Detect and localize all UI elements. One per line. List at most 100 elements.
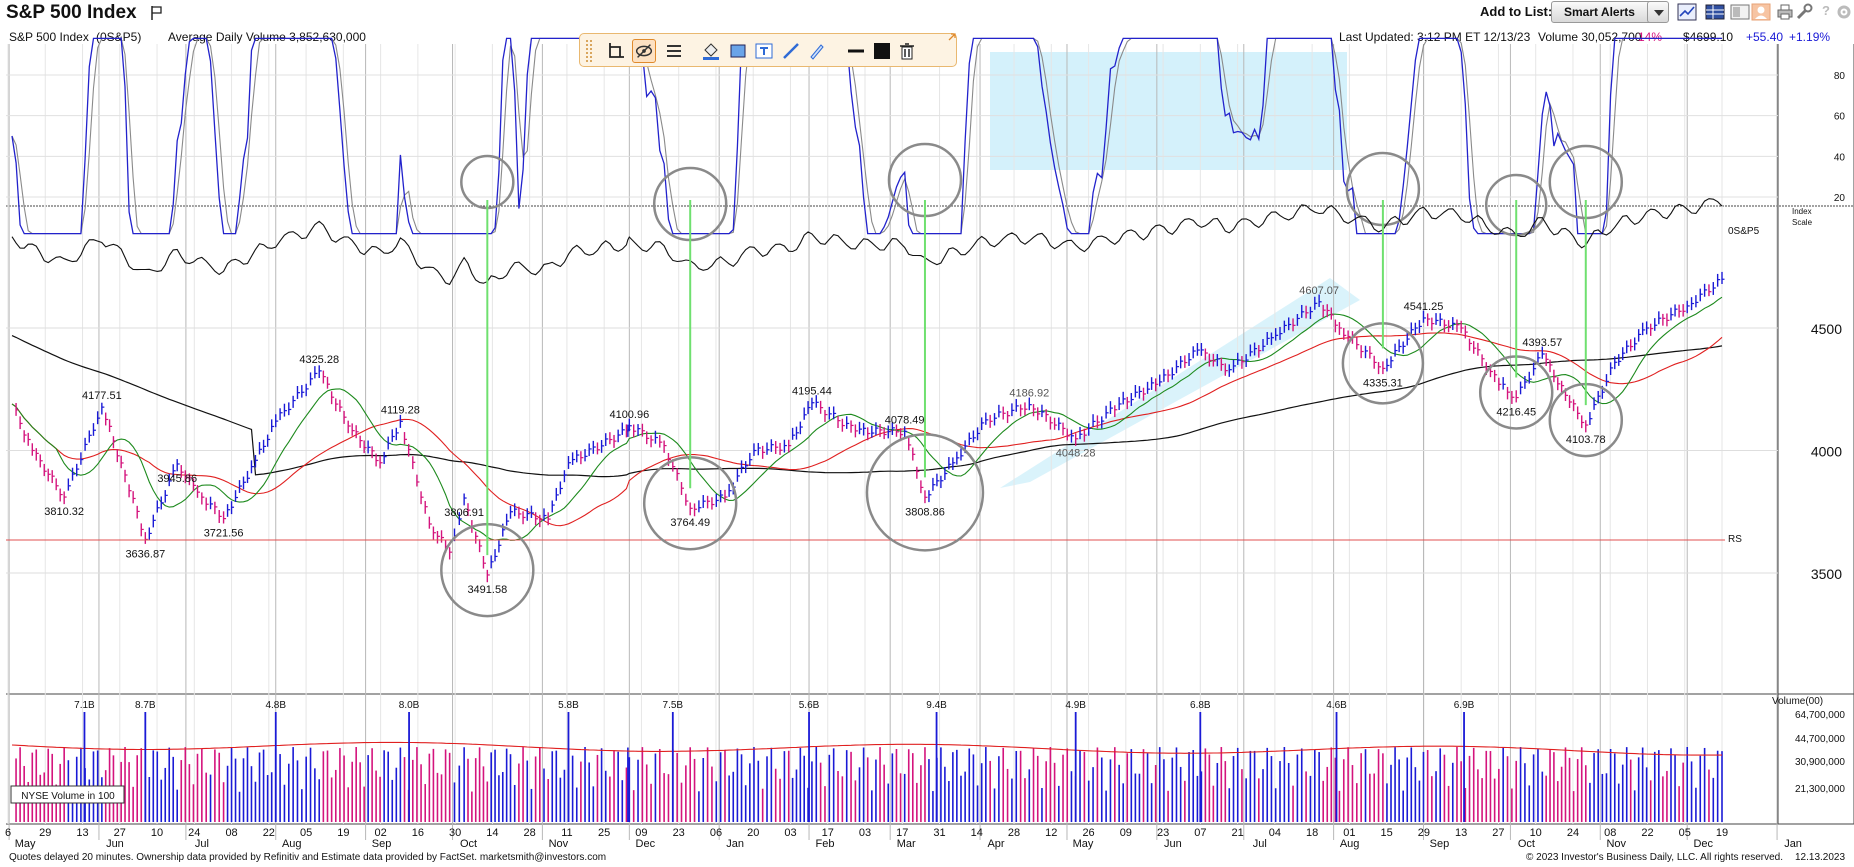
symbol-label: S&P 500 Index — [9, 30, 89, 44]
last-updated-label: Last Updated: 3:12 PM ET 12/13/23 — [1339, 30, 1531, 44]
line-icon[interactable] — [779, 39, 803, 63]
list-select[interactable]: Smart Alerts — [1551, 1, 1668, 23]
layout-icon[interactable] — [1730, 3, 1750, 21]
line-weight-icon[interactable] — [844, 39, 868, 63]
x-tick-label: 02 — [374, 827, 386, 839]
month-label: Sep — [372, 838, 392, 850]
volume-tick-label: 44,700,000 — [1795, 734, 1845, 745]
price-annotation: 3721.56 — [204, 528, 244, 540]
x-tick-label: 27 — [1492, 827, 1504, 839]
x-tick-label: 09 — [635, 827, 647, 839]
title-bar: S&P 500 Index Add to List: Smart Alerts … — [0, 0, 1854, 28]
volume-peak-label: 4.8B — [265, 700, 286, 711]
price-annotation: 4103.78 — [1566, 434, 1606, 446]
month-label: Feb — [816, 838, 835, 850]
price-annotation: 4541.25 — [1404, 301, 1444, 313]
volume-peak-label: 6.8B — [1190, 700, 1211, 711]
ticker-label: (0S&P5) — [96, 30, 142, 44]
x-tick-label: 12 — [1045, 827, 1057, 839]
price-annotation: 4393.57 — [1522, 337, 1562, 349]
price-annotation: 4325.28 — [299, 354, 339, 366]
price-annotation: 4186.92 — [1009, 388, 1049, 400]
price-tick-label: 4000 — [1811, 444, 1842, 460]
hide-eye-icon[interactable] — [632, 39, 656, 63]
flag-icon[interactable] — [150, 5, 164, 21]
line-chart-icon[interactable] — [1677, 3, 1697, 21]
trend-channel — [1000, 278, 1360, 488]
x-tick-label: 22 — [1641, 827, 1653, 839]
rs-label: RS — [1728, 534, 1742, 545]
volume-legend-box — [10, 785, 125, 804]
stoch-tick-label: 60 — [1834, 112, 1846, 123]
month-label: Jun — [106, 838, 124, 850]
x-tick-label: 10 — [1530, 827, 1542, 839]
crosshair-icon[interactable] — [604, 39, 628, 63]
price-annotation: 4100.96 — [609, 409, 649, 421]
x-tick-label: 28 — [524, 827, 536, 839]
table-icon[interactable] — [1705, 3, 1725, 21]
settings-icon[interactable] — [1834, 3, 1854, 21]
x-tick-label: 07 — [1194, 827, 1206, 839]
rectangle-icon[interactable] — [726, 39, 750, 63]
x-tick-label: 24 — [1567, 827, 1579, 839]
x-tick-label: 17 — [896, 827, 908, 839]
volume-peak-label: 9.4B — [926, 700, 947, 711]
fill-icon[interactable] — [699, 39, 723, 63]
month-label: Jun — [1164, 838, 1182, 850]
x-tick-label: 23 — [673, 827, 685, 839]
price-annotation: 4195.44 — [792, 386, 832, 398]
month-label: Nov — [549, 838, 569, 850]
volume-peak-label: 7.5B — [663, 700, 684, 711]
x-tick-label: 27 — [114, 827, 126, 839]
volume-peak-label: 5.8B — [558, 700, 579, 711]
month-label: May — [15, 838, 36, 850]
highlight-region — [990, 52, 1347, 170]
help-icon[interactable]: ? — [1822, 3, 1830, 18]
price-annotation: 3945.86 — [157, 473, 197, 485]
x-tick-label: 28 — [1008, 827, 1020, 839]
x-tick-label: 11 — [561, 827, 572, 839]
collapse-icon[interactable] — [947, 32, 957, 42]
x-tick-label: 18 — [1306, 827, 1318, 839]
text-icon[interactable] — [752, 39, 776, 63]
list-icon[interactable] — [662, 39, 686, 63]
stoch-tick-label: 40 — [1834, 152, 1846, 163]
price-annotation: 4177.51 — [82, 390, 122, 402]
print-icon[interactable] — [1775, 3, 1795, 21]
month-label: Jul — [1253, 838, 1267, 850]
x-tick-label: 29 — [39, 827, 51, 839]
x-tick-label: 23 — [1157, 827, 1169, 839]
stoch-tick-label: 20 — [1834, 193, 1846, 204]
volume-peak-label: 4.9B — [1065, 700, 1086, 711]
x-tick-label: 16 — [412, 827, 424, 839]
price-annotation: 3764.49 — [670, 517, 710, 529]
x-tick-label: 03 — [859, 827, 871, 839]
change-label: +55.40 — [1746, 30, 1784, 44]
price-annotation: 3636.87 — [125, 548, 165, 560]
chevron-down-icon[interactable] — [1647, 1, 1669, 23]
month-label: Mar — [897, 838, 916, 850]
month-label: Sep — [1430, 838, 1450, 850]
pen-icon[interactable] — [805, 39, 829, 63]
x-tick-label: 6 — [5, 827, 11, 839]
volume-peak-label: 5.6B — [799, 700, 820, 711]
ma-long-line — [11, 335, 1723, 478]
stoch-k-line — [11, 36, 1722, 235]
trash-icon[interactable] — [895, 39, 919, 63]
x-tick-label: 24 — [188, 827, 200, 839]
tools-icon[interactable] — [1795, 3, 1815, 21]
price-tick-label: 3500 — [1811, 566, 1842, 582]
color-swatch-icon[interactable] — [870, 39, 894, 63]
price-annotation: 4119.28 — [381, 404, 420, 416]
drag-handle[interactable] — [586, 40, 592, 62]
page-title: S&P 500 Index — [6, 2, 137, 23]
footer-date: 12.13.2023 — [1795, 852, 1846, 863]
user-icon[interactable] — [1751, 3, 1771, 21]
x-tick-label: 25 — [598, 827, 610, 839]
x-tick-label: 31 — [933, 827, 945, 839]
x-tick-label: 01 — [1343, 827, 1355, 839]
volume-label: Volume 30,052,700 — [1538, 30, 1642, 44]
x-tick-label: 05 — [1679, 827, 1691, 839]
footer-disclaimer: Quotes delayed 20 minutes. Ownership dat… — [9, 852, 607, 863]
